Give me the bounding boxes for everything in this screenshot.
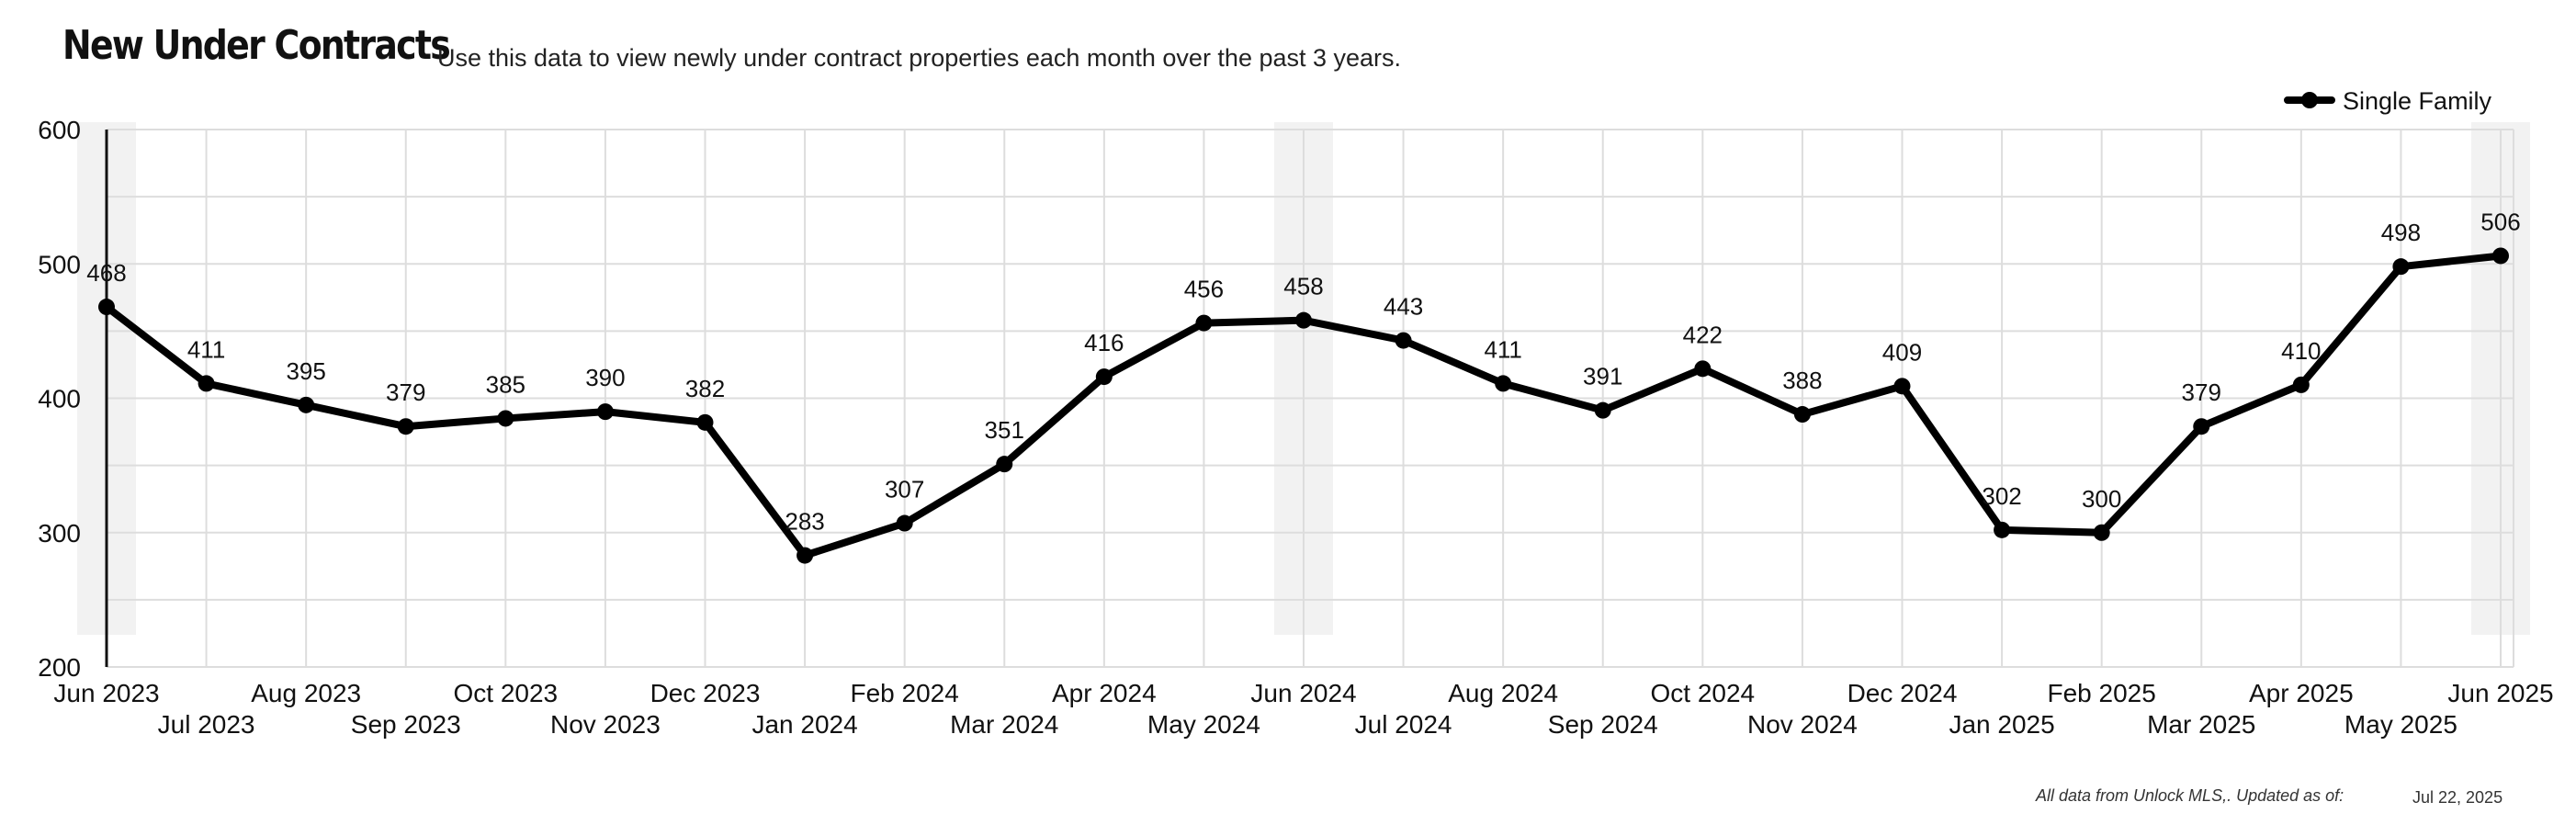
y-tick-label: 600 [38, 116, 81, 144]
data-point [1195, 314, 1213, 332]
data-label: 456 [1184, 276, 1224, 303]
data-label: 506 [2480, 208, 2520, 235]
data-label: 382 [685, 375, 725, 402]
data-point [1594, 401, 1611, 419]
data-label: 409 [1882, 338, 1922, 366]
x-tick-label: May 2025 [2344, 710, 2457, 739]
x-tick-label: Feb 2024 [851, 679, 959, 707]
x-tick-label: Jun 2024 [1250, 679, 1356, 707]
data-point [1694, 360, 1712, 378]
data-point [596, 403, 614, 421]
data-label: 498 [2381, 219, 2421, 246]
data-point [2193, 418, 2210, 435]
data-labels: 468 411 395 379 385 390 382 283 307 351 416 456 458 4… [86, 208, 2520, 535]
x-tick-label: Jun 2025 [2447, 679, 2553, 707]
x-tick-label: Nov 2023 [550, 710, 661, 739]
updated-date: Jul 22, 2025 [2412, 788, 2503, 807]
x-tick-label: Oct 2023 [454, 679, 559, 707]
data-point [2392, 258, 2410, 276]
x-tick-label: Jun 2023 [53, 679, 159, 707]
x-tick-label: Mar 2024 [950, 710, 1058, 739]
data-point [797, 547, 814, 564]
data-label: 379 [2182, 378, 2221, 406]
data-label: 307 [885, 476, 924, 503]
x-tick-label: Dec 2024 [1847, 679, 1958, 707]
data-point [2093, 524, 2110, 541]
x-tick-label: Jan 2024 [751, 710, 857, 739]
x-tick-label: Oct 2024 [1651, 679, 1756, 707]
y-tick-label: 400 [38, 385, 81, 413]
data-point [696, 413, 714, 431]
data-point [1295, 311, 1312, 329]
legend-swatch-marker [2301, 92, 2318, 108]
data-label: 411 [187, 335, 225, 363]
x-tick-label: Mar 2025 [2147, 710, 2255, 739]
data-point [1893, 378, 1911, 395]
data-label: 351 [985, 416, 1024, 444]
data-label: 300 [2082, 485, 2121, 513]
data-point [996, 456, 1013, 473]
legend: Single Family [2284, 87, 2492, 115]
data-label: 411 [1484, 335, 1521, 363]
x-tick-label: Feb 2025 [2048, 679, 2156, 707]
data-point [198, 375, 215, 392]
data-label: 443 [1384, 293, 1423, 321]
data-label: 302 [1982, 482, 2021, 510]
x-tick-label: Jul 2023 [158, 710, 255, 739]
legend-label-single-family: Single Family [2343, 87, 2492, 115]
data-point [2292, 376, 2310, 393]
x-tick-label: Apr 2025 [2249, 679, 2354, 707]
data-label: 422 [1683, 321, 1723, 348]
y-tick-label: 200 [38, 653, 81, 682]
data-label: 391 [1583, 363, 1622, 390]
data-point [298, 396, 315, 413]
data-point [397, 418, 414, 435]
x-tick-label: Apr 2024 [1052, 679, 1157, 707]
data-label: 379 [386, 378, 425, 406]
data-point [1495, 375, 1512, 392]
data-label: 390 [585, 364, 625, 391]
data-label: 416 [1084, 329, 1124, 356]
data-point [98, 299, 115, 316]
data-point [1994, 521, 2011, 538]
x-tick-label: May 2024 [1147, 710, 1260, 739]
data-label: 395 [286, 357, 325, 385]
x-tick-label: Dec 2023 [650, 679, 761, 707]
data-label: 410 [2281, 337, 2321, 365]
data-label: 385 [486, 370, 525, 398]
data-point [1793, 406, 1811, 424]
data-point [497, 410, 514, 427]
y-tick-label: 500 [38, 250, 81, 278]
x-tick-label: Sep 2024 [1548, 710, 1658, 739]
chart-subtitle: Use this data to view newly under contra… [437, 44, 1402, 72]
data-point [1095, 368, 1113, 386]
series-layer [98, 247, 2509, 564]
data-label: 468 [86, 259, 126, 287]
data-label: 388 [1782, 367, 1822, 394]
y-tick-label: 300 [38, 519, 81, 548]
y-axis-ticks: 200 300 400 500 600 [38, 116, 81, 682]
data-label: 458 [1283, 273, 1323, 300]
x-axis-ticks: Jun 2023 Jul 2023 Aug 2023 Sep 2023 Oct 2023… [53, 679, 2553, 739]
data-point [2492, 247, 2509, 265]
source-note: All data from Unlock MLS,. Updated as of… [2036, 786, 2344, 805]
data-point [1395, 332, 1412, 349]
x-tick-label: Sep 2023 [351, 710, 461, 739]
x-tick-label: Nov 2024 [1747, 710, 1858, 739]
x-tick-label: Jan 2025 [1949, 710, 2054, 739]
x-tick-label: Jul 2024 [1355, 710, 1452, 739]
chart-title: New Under Contracts [62, 22, 451, 69]
data-point [896, 514, 913, 532]
x-tick-label: Aug 2023 [251, 679, 361, 707]
x-tick-label: Aug 2024 [1448, 679, 1558, 707]
data-label: 283 [785, 508, 824, 536]
